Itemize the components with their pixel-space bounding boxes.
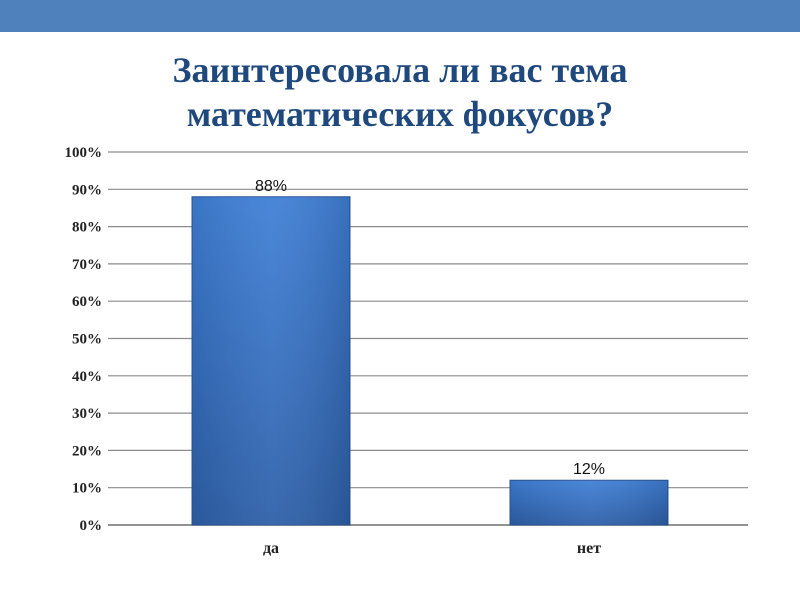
slide-title-line-1: Заинтересовала ли вас тема bbox=[172, 50, 628, 90]
x-tick-label: нет bbox=[577, 540, 601, 557]
y-tick-label: 10% bbox=[72, 481, 102, 497]
y-tick-label: 30% bbox=[72, 406, 102, 422]
y-tick-label: 40% bbox=[72, 369, 102, 385]
bar-нет bbox=[509, 479, 669, 526]
bar-shade bbox=[510, 480, 668, 525]
bar-да bbox=[191, 196, 351, 526]
bar-shade bbox=[192, 196, 350, 525]
x-tick-label: да bbox=[263, 540, 279, 557]
y-tick-label: 90% bbox=[72, 182, 102, 198]
slide-title: Заинтересовала ли вас тема математически… bbox=[0, 48, 800, 136]
y-tick-label: 80% bbox=[72, 220, 102, 236]
top-accent-bar bbox=[0, 0, 800, 32]
y-tick-label: 100% bbox=[65, 145, 103, 161]
y-tick-label: 0% bbox=[80, 518, 103, 534]
y-tick-label: 50% bbox=[72, 332, 102, 348]
data-label: 88% bbox=[255, 178, 287, 195]
slide-title-line-2: математических фокусов? bbox=[186, 94, 614, 134]
y-tick-label: 70% bbox=[72, 257, 102, 273]
y-tick-label: 20% bbox=[72, 443, 102, 459]
data-label: 12% bbox=[573, 461, 605, 478]
y-tick-label: 60% bbox=[72, 294, 102, 310]
